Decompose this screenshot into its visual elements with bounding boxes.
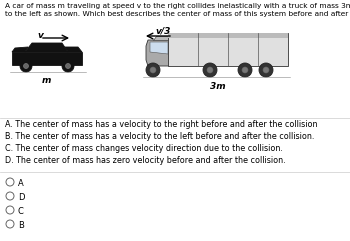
Circle shape	[263, 67, 269, 73]
Polygon shape	[25, 43, 68, 52]
Circle shape	[6, 192, 14, 200]
FancyBboxPatch shape	[168, 33, 288, 66]
Circle shape	[238, 63, 252, 77]
Text: A car of mass m traveling at speed v to the right collides inelastically with a : A car of mass m traveling at speed v to …	[5, 3, 350, 9]
Circle shape	[146, 63, 160, 77]
Text: A. The center of mass has a velocity to the right before and after the collision: A. The center of mass has a velocity to …	[5, 120, 317, 129]
Text: C: C	[18, 207, 24, 216]
FancyBboxPatch shape	[168, 33, 288, 38]
Polygon shape	[65, 47, 82, 52]
Polygon shape	[153, 36, 168, 40]
Text: to the left as shown. Which best describes the center of mass of this system bef: to the left as shown. Which best describ…	[5, 11, 350, 17]
Text: 3m: 3m	[210, 82, 226, 91]
Text: B. The center of mass has a velocity to the left before and after the collision.: B. The center of mass has a velocity to …	[5, 132, 314, 141]
Circle shape	[62, 60, 74, 72]
Text: v/3: v/3	[155, 26, 171, 35]
Text: v: v	[37, 31, 43, 40]
Circle shape	[6, 206, 14, 214]
Circle shape	[150, 67, 156, 73]
Polygon shape	[150, 42, 168, 54]
Circle shape	[203, 63, 217, 77]
Text: D. The center of mass has zero velocity before and after the collision.: D. The center of mass has zero velocity …	[5, 156, 286, 165]
Polygon shape	[146, 40, 170, 66]
Circle shape	[6, 178, 14, 186]
Polygon shape	[12, 52, 82, 65]
Text: B: B	[18, 221, 24, 230]
Circle shape	[6, 220, 14, 228]
Text: C. The center of mass changes velocity direction due to the collision.: C. The center of mass changes velocity d…	[5, 144, 283, 153]
Circle shape	[259, 63, 273, 77]
Text: D: D	[18, 193, 24, 202]
Circle shape	[207, 67, 213, 73]
Polygon shape	[12, 47, 28, 52]
Text: A: A	[18, 179, 24, 188]
Circle shape	[65, 63, 70, 68]
Circle shape	[23, 63, 28, 68]
Text: m: m	[41, 76, 51, 85]
Circle shape	[20, 60, 32, 72]
Circle shape	[242, 67, 248, 73]
